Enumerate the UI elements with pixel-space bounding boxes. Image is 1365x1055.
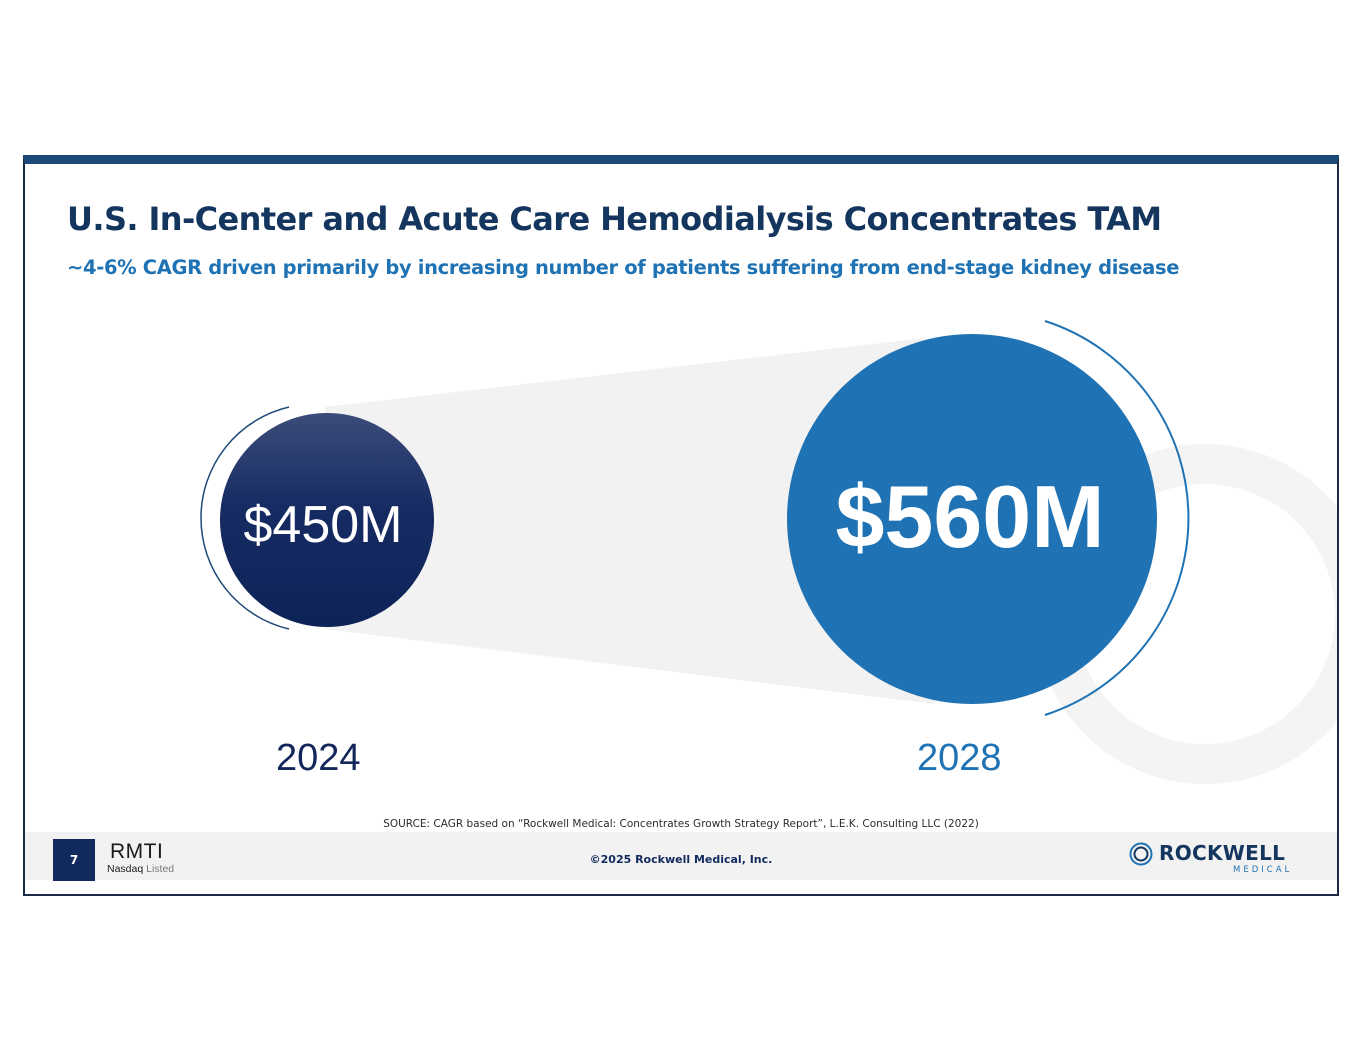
- year-label-2024: 2024: [276, 737, 361, 779]
- rockwell-logo-icon: [1129, 842, 1153, 866]
- logo-wordmark: ROCKWELL: [1159, 841, 1286, 865]
- footer-bar: 7 RMTI Nasdaq Listed ©2025 Rockwell Medi…: [25, 832, 1337, 881]
- page-number: 7: [53, 839, 95, 881]
- tam-bubble-chart: $450M $560M: [200, 320, 1337, 784]
- source-note: SOURCE: CAGR based on “Rockwell Medical:…: [383, 818, 979, 830]
- ticker-symbol: RMTI: [110, 840, 164, 863]
- slide: U.S. In-Center and Acute Care Hemodialys…: [23, 155, 1339, 896]
- exchange-label: Nasdaq Listed: [107, 863, 174, 875]
- arc-2024: [200, 406, 290, 630]
- growth-connector: [325, 338, 935, 704]
- year-label-2028: 2028: [917, 737, 1002, 779]
- slide-title: U.S. In-Center and Acute Care Hemodialys…: [67, 200, 1162, 238]
- bubble-2024: [220, 413, 434, 627]
- bubble-2028: [787, 334, 1157, 704]
- copyright: ©2025 Rockwell Medical, Inc.: [589, 853, 773, 866]
- listed-label: Listed: [146, 863, 175, 875]
- value-label-2024: $450M: [244, 496, 403, 554]
- value-label-2028: $560M: [835, 467, 1104, 566]
- arc-2028: [1044, 320, 1190, 716]
- logo-subtitle: MEDICAL: [1233, 865, 1293, 875]
- exchange-name: Nasdaq: [107, 863, 144, 875]
- slide-subtitle: ~4-6% CAGR driven primarily by increasin…: [67, 256, 1180, 279]
